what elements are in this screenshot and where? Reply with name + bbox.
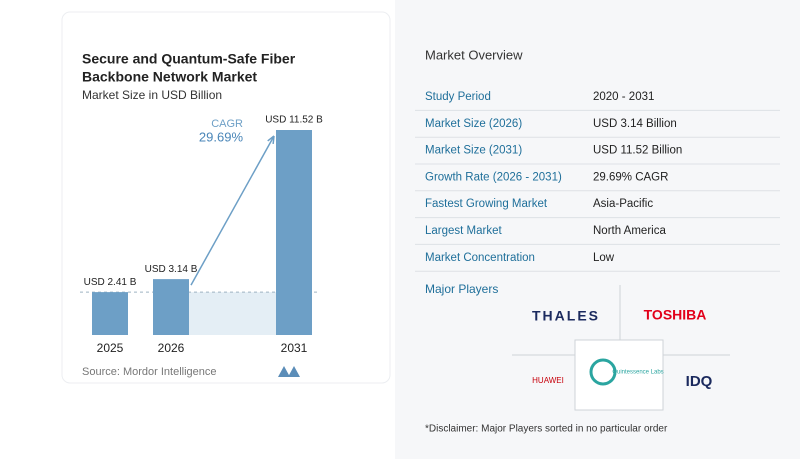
cagr-label: CAGR [211,118,243,130]
x-tick-label: 2031 [281,341,308,355]
row-label: Growth Rate (2026 - 2031) [425,171,562,183]
player-logo: Quintessence Labs [612,370,663,376]
value-label: USD 2.41 B [84,277,137,288]
cagr-arrow [190,135,275,286]
cagr-arrowhead [267,135,275,145]
chart-title: Secure and Quantum-Safe Fiber [82,51,296,67]
player-frame [512,285,730,411]
player-logo: TOSHIBA [644,307,707,323]
row-label: Largest Market [425,225,503,237]
row-value: 29.69% CAGR [593,171,668,183]
row-label: Study Period [425,91,491,103]
row-value: Low [593,252,615,264]
row-label: Market Size (2026) [425,118,522,130]
x-tick-label: 2026 [158,341,185,355]
chart-subtitle: Market Size in USD Billion [82,88,222,102]
player-logo: IDQ [686,373,713,390]
cagr-value: 29.69% [199,129,244,144]
bar [92,292,128,335]
x-tick-label: 2025 [97,341,124,355]
bar [153,279,189,335]
players-title: Major Players [425,282,498,296]
row-value: Asia-Pacific [593,198,653,210]
player-logo: HUAWEI [532,376,564,385]
row-label: Market Concentration [425,252,535,264]
row-label: Market Size (2031) [425,145,522,157]
bar [276,130,312,335]
player-logo: THALES [532,308,600,324]
row-value: 2020 - 2031 [593,91,654,103]
row-value: USD 11.52 Billion [593,145,682,157]
row-label: Fastest Growing Market [425,198,548,210]
value-label: USD 3.14 B [145,264,198,275]
chart-title: Backbone Network Market [82,69,257,85]
overview-title: Market Overview [425,47,523,62]
value-label: USD 11.52 B [265,115,323,126]
player-icon [589,358,617,386]
disclaimer: *Disclaimer: Major Players sorted in no … [425,424,668,435]
logo [278,366,300,377]
source: Source: Mordor Intelligence [82,366,217,378]
row-value: North America [593,225,666,237]
row-value: USD 3.14 Billion [593,118,677,130]
